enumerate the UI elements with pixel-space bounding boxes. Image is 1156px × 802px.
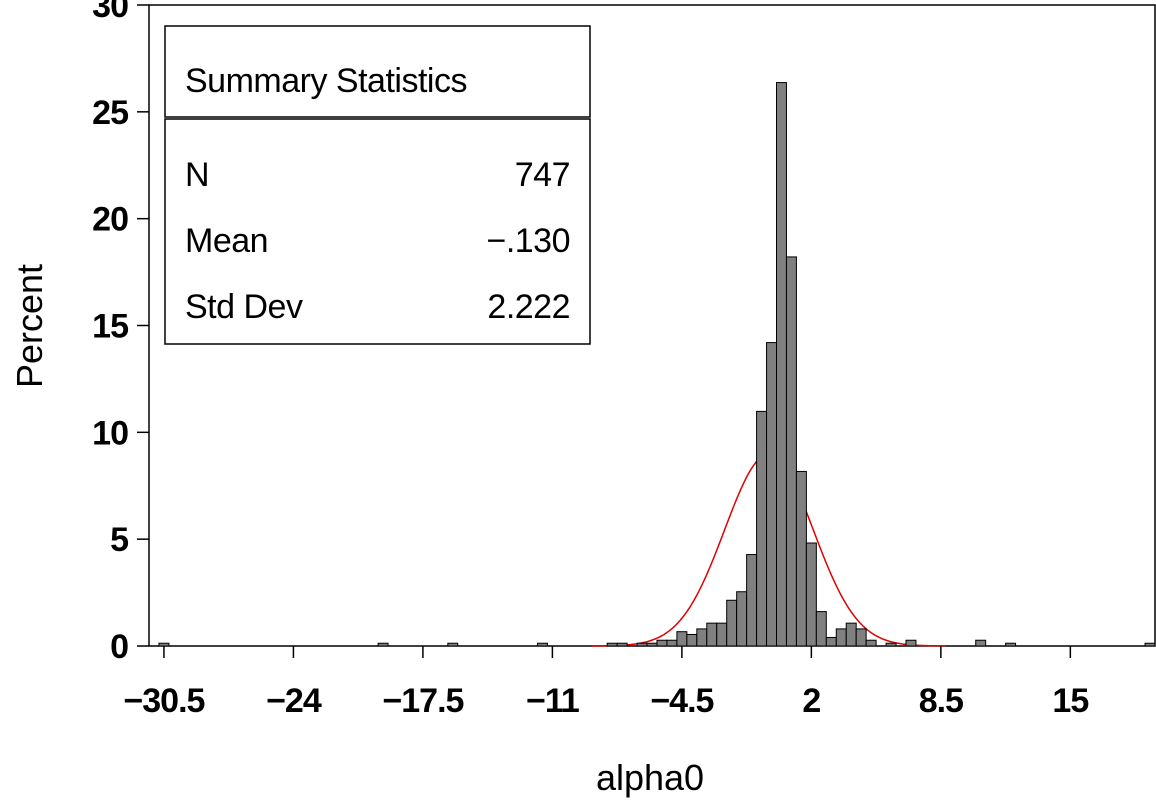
y-tick-label: 5 [110,521,128,559]
histogram-bar [905,639,917,647]
histogram-bar [646,642,658,647]
histogram-bar [696,628,708,647]
histogram-bar [447,642,459,647]
histogram-bar [686,633,698,647]
histogram-bar [1144,642,1156,647]
stats-value-std-dev: 2.222 [487,288,570,326]
y-tick-label: 25 [92,94,128,132]
histogram-bar [845,622,857,647]
x-tick-label: 8.5 [919,682,963,720]
x-tick-label: −24 [266,682,322,720]
summary-statistics-box: Summary Statistics N 747 Mean −.130 Std … [164,25,591,345]
histogram-bar [716,622,728,647]
histogram-bar [785,256,797,647]
y-tick-label: 30 [92,0,128,25]
histogram-bar [158,642,170,647]
y-tick-label: 15 [92,308,128,346]
stats-title: Summary Statistics [185,62,467,100]
histogram-bar [795,470,807,647]
y-tick-label: 20 [92,201,128,239]
histogram-bar [536,642,548,647]
stats-body-frame [164,118,591,345]
x-tick-label: −30.5 [123,682,204,720]
histogram-bar [736,591,748,647]
x-tick-label: 2 [802,682,820,720]
stats-value-n: 747 [515,156,570,194]
y-axis: 0 5 10 15 20 25 30 [92,0,149,666]
histogram-bar [1005,642,1017,647]
histogram-bar [666,639,678,647]
y-tick-label: 0 [110,628,128,666]
bars-layer [158,82,1156,647]
x-axis-title: alpha0 [596,757,704,798]
histogram-bar [377,642,389,647]
y-tick-label: 10 [92,414,128,452]
histogram-bar [676,631,688,647]
histogram-bar [656,639,668,647]
histogram-bar [706,622,718,647]
histogram-bar [756,410,768,647]
histogram-bar [865,639,877,647]
histogram-bar [766,342,778,647]
stats-label-n: N [185,156,209,194]
histogram-bar [606,642,618,647]
x-tick-label: −11 [526,682,579,720]
y-axis-title: Percent [9,264,50,388]
x-tick-label: 15 [1052,682,1088,720]
histogram-bar [616,642,628,647]
x-tick-label: −4.5 [650,682,713,720]
histogram-bar [636,642,648,647]
histogram-bar [885,642,897,647]
histogram-bar [855,628,867,647]
histogram-bar [726,599,738,647]
x-axis: −30.5 −24 −17.5 −11 −4.5 2 8.5 15 [123,646,1089,720]
stats-title-frame [164,25,591,118]
histogram-bar [805,542,817,647]
stats-label-std-dev: Std Dev [185,288,303,326]
histogram-bar [825,636,837,647]
stats-value-mean: −.130 [486,222,570,260]
stats-label-mean: Mean [185,222,268,260]
histogram-bar [835,628,847,647]
histogram-bar [776,82,787,647]
histogram-bar [746,554,758,647]
histogram-bar [815,611,827,647]
x-tick-label: −17.5 [382,682,463,720]
histogram-bar [975,639,987,647]
